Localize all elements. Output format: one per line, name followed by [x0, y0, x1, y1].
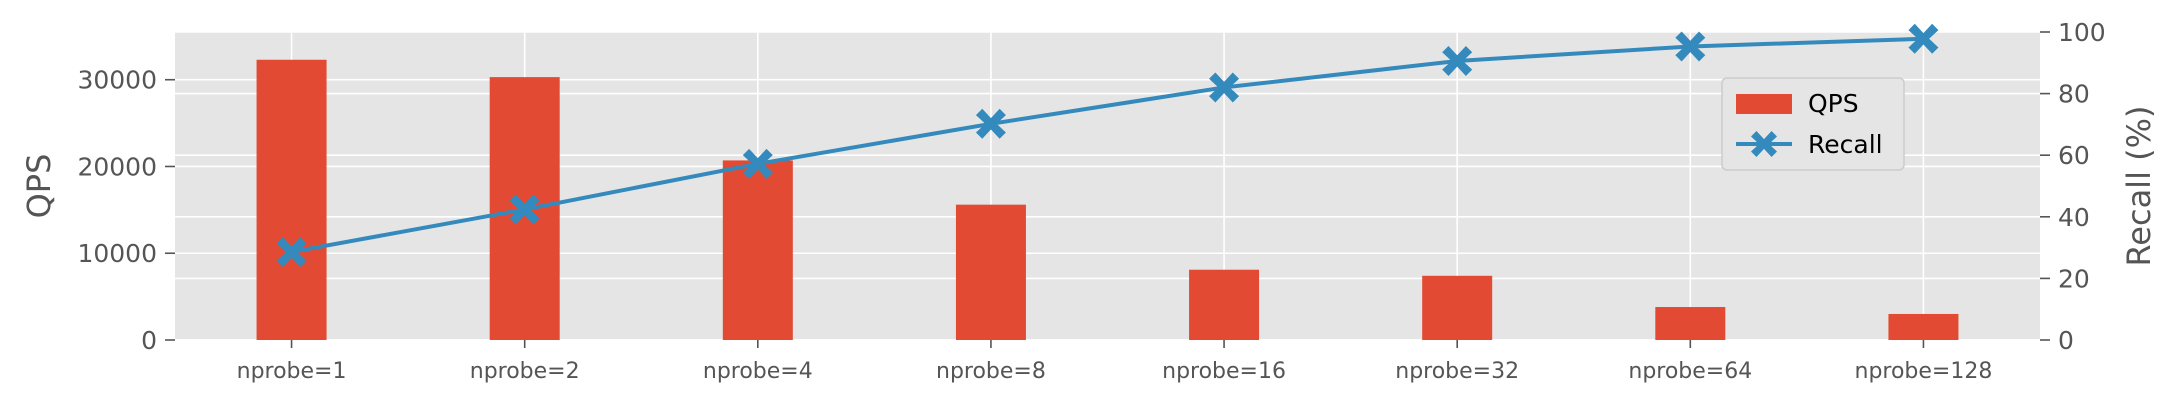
x-tick-label: nprobe=64 — [1628, 359, 1752, 384]
x-tick-label: nprobe=4 — [703, 359, 813, 384]
x-tick-label: nprobe=16 — [1162, 359, 1286, 384]
recall-point — [1442, 45, 1473, 76]
x-tick-label: nprobe=1 — [237, 359, 347, 384]
qps-bar — [1888, 313, 1959, 340]
recall-point — [975, 108, 1006, 139]
recall-line-layer — [276, 23, 1939, 267]
y-left-tick-label: 10000 — [77, 239, 157, 268]
recall-point — [276, 236, 307, 267]
qps-bar — [1422, 275, 1493, 340]
legend-qps-label: QPS — [1808, 89, 1859, 118]
y-left-axis-title: QPS — [20, 154, 58, 219]
y-right-tick-label: 100 — [2058, 18, 2106, 47]
legend-recall-label: Recall — [1808, 130, 1883, 159]
y-right-tick-label: 40 — [2058, 203, 2090, 232]
x-tick-label: nprobe=2 — [470, 359, 580, 384]
recall-point — [1675, 31, 1706, 62]
y-right-tick-label: 60 — [2058, 141, 2090, 170]
qps-bar — [256, 59, 327, 341]
recall-point — [509, 194, 540, 225]
y-left-tick-label: 0 — [141, 326, 157, 355]
recall-point — [1209, 72, 1240, 103]
qps-bar — [1189, 269, 1260, 340]
axes: 0 10000 20000 30000 0 20 40 60 80 100 nprobe=1 npro… — [20, 18, 2158, 384]
y-left-tick-label: 30000 — [77, 66, 157, 95]
y-left-tick-label: 20000 — [77, 152, 157, 181]
y-right-tick-label: 80 — [2058, 80, 2090, 109]
qps-bars — [256, 59, 1959, 341]
qps-bar — [955, 204, 1026, 340]
x-tick-label: nprobe=32 — [1395, 359, 1519, 384]
recall-line — [291, 36, 1924, 254]
y-right-axis-title: Recall (%) — [2120, 105, 2158, 266]
qps-bar — [722, 160, 793, 340]
y-right-tick-label: 20 — [2058, 264, 2090, 293]
x-tick-label: nprobe=128 — [1855, 359, 1993, 384]
x-tick-label: nprobe=8 — [936, 359, 1046, 384]
legend-qps-swatch — [1736, 94, 1792, 114]
recall-point — [1908, 23, 1939, 54]
legend-recall-marker — [1751, 131, 1777, 157]
qps-bar — [1655, 307, 1726, 340]
legend: QPS Recall — [1721, 77, 1905, 171]
recall-point — [742, 148, 773, 179]
y-right-tick-label: 0 — [2058, 326, 2074, 355]
